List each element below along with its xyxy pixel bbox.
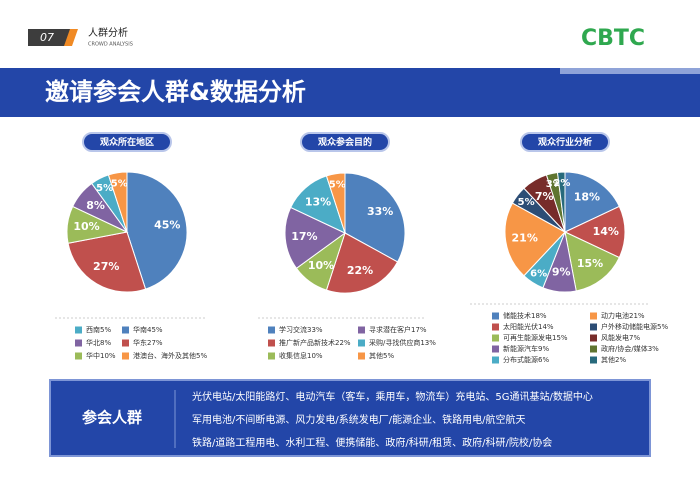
accent — [64, 29, 78, 46]
legend-label: 推广新产品新技术22% — [279, 338, 351, 347]
data-label: 13% — [305, 195, 331, 208]
pie-slice — [504, 202, 566, 277]
data-label: 5% — [111, 178, 128, 189]
legend-swatch — [122, 352, 129, 360]
logo: CBTC — [581, 26, 645, 51]
pie-slice — [325, 232, 399, 294]
banner-title: 邀请参会人群&数据分析 — [45, 78, 306, 106]
pie-slice — [325, 172, 346, 234]
data-label: 21% — [512, 231, 538, 244]
pie-slice — [564, 231, 620, 292]
legend-swatch — [75, 339, 82, 347]
legend-label: 华北8% — [86, 338, 111, 347]
legend-swatch — [590, 345, 597, 353]
legend-label: 寻求潜在客户17% — [369, 325, 427, 334]
legend-swatch — [268, 326, 275, 334]
legend-label: 风能发电7% — [601, 333, 640, 342]
legend-swatch — [75, 352, 82, 360]
pie-slice — [284, 206, 346, 269]
legend-label: 可再生能源发电15% — [503, 333, 568, 342]
legend-label: 港澳台、海外及其他5% — [133, 351, 207, 360]
legend-swatch — [492, 312, 499, 320]
legend-swatch — [492, 345, 499, 353]
data-label: 10% — [308, 259, 334, 272]
data-label: 45% — [154, 219, 180, 232]
legend-label: 采购/寻找供应商13% — [369, 338, 436, 347]
legend-swatch — [492, 323, 499, 331]
data-label: 5% — [518, 197, 535, 208]
number-box — [28, 29, 70, 46]
legend-label: 收集信息10% — [279, 351, 323, 360]
data-label: 6% — [530, 269, 547, 280]
banner-accent — [560, 68, 700, 74]
pie-slice — [563, 205, 626, 259]
chart-title: 观众行业分析 — [538, 136, 592, 148]
legend-label: 华南45% — [133, 325, 163, 334]
legend-label: 太阳能光伏14% — [503, 322, 554, 331]
title-pill — [520, 132, 610, 152]
legend-label: 动力电池21% — [601, 311, 645, 320]
legend-label: 学习交流33% — [279, 325, 323, 334]
legend-label: 华中10% — [86, 351, 116, 360]
legend-swatch — [358, 326, 365, 334]
pie-slice — [564, 171, 620, 233]
audience-box — [49, 379, 651, 457]
pie-slice — [126, 171, 188, 290]
legend-label: 其他2% — [601, 355, 626, 364]
data-label: 22% — [347, 264, 373, 277]
legend-swatch — [358, 339, 365, 347]
legend-swatch — [358, 352, 365, 360]
legend-swatch — [492, 356, 499, 364]
data-label: 8% — [86, 199, 105, 212]
legend-label: 政府/协会/媒体3% — [601, 344, 659, 353]
title-pill — [82, 132, 172, 152]
legend-swatch — [492, 334, 499, 342]
section-title: 人群分析 — [88, 26, 128, 39]
legend-label: 分布式能源6% — [503, 355, 549, 364]
legend-label: 户外移动储能电源5% — [601, 322, 668, 331]
pie-slice — [107, 171, 128, 233]
legend-label: 西南5% — [86, 325, 111, 334]
legend-label: 新能源汽车9% — [503, 344, 549, 353]
data-label: 17% — [291, 230, 317, 243]
data-label: 27% — [93, 260, 119, 273]
data-label: 5% — [329, 179, 346, 190]
legend-swatch — [122, 326, 129, 334]
legend-swatch — [590, 323, 597, 331]
audience-line: 军用电池/不间断电源、风力发电/系统发电厂/能源企业、铁路用电/航空航天 — [192, 413, 525, 426]
data-label: 3% — [546, 179, 563, 190]
data-label: 2% — [553, 178, 570, 189]
chart-title: 观众参会目的 — [318, 136, 372, 148]
audience-label: 参会人群 — [82, 409, 142, 427]
page-number: 07 — [40, 31, 54, 44]
banner — [0, 68, 700, 117]
legend-swatch — [122, 339, 129, 347]
legend-label: 华东27% — [133, 338, 163, 347]
legend-swatch — [268, 352, 275, 360]
audience-line: 光伏电站/太阳能路灯、电动汽车（客车，乘用车，物流车）充电站、5G通讯基站/数据… — [192, 390, 593, 403]
legend-swatch — [590, 356, 597, 364]
data-label: 14% — [593, 225, 619, 238]
section-subtitle: CROWD ANALYSIS — [88, 42, 133, 48]
data-label: 9% — [552, 266, 571, 279]
data-label: 5% — [96, 183, 113, 194]
legend-label: 储能技术18% — [503, 311, 547, 320]
data-label: 33% — [367, 205, 393, 218]
legend-swatch — [268, 339, 275, 347]
title-pill — [300, 132, 390, 152]
legend-swatch — [590, 334, 597, 342]
legend-swatch — [75, 326, 82, 334]
legend-swatch — [590, 312, 597, 320]
data-label: 10% — [73, 220, 99, 233]
data-label: 7% — [535, 190, 554, 203]
audience-line: 铁路/道路工程用电、水利工程、便携储能、政府/科研/租赁、政府/科研/院校/协会 — [192, 436, 552, 449]
pie-slice — [556, 171, 566, 233]
data-label: 15% — [577, 257, 603, 270]
legend-label: 其他5% — [369, 351, 394, 360]
pie-slice — [67, 231, 147, 293]
data-label: 18% — [574, 191, 600, 204]
chart-title: 观众所在地区 — [100, 136, 154, 148]
pie-slice — [344, 172, 406, 263]
